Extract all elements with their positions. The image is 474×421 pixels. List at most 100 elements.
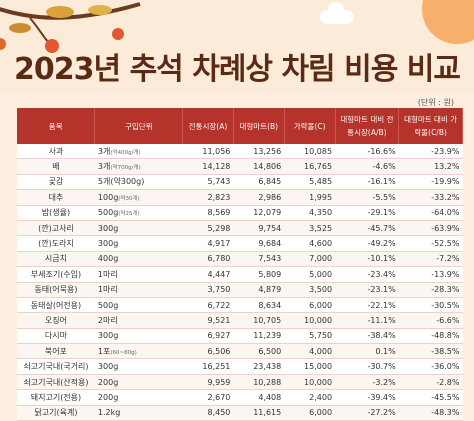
large-mart-price-cell: 10,288 — [233, 374, 285, 391]
c-vs-b-ratio-cell-text: -64.0% — [431, 208, 460, 218]
a-vs-b-ratio-cell-text: -39.4% — [367, 392, 396, 402]
item-cell-text: 동태(어묵용) — [34, 285, 78, 295]
garak-mall-price-cell: 4,600 — [284, 235, 336, 252]
garak-mall-price-cell-text: 4,350 — [309, 208, 333, 218]
item-cell: 대추 — [17, 189, 95, 206]
unit-cell: 3개(약700g/개) — [94, 158, 183, 175]
unit-note-text: (약400g/개) — [110, 149, 141, 156]
c-vs-b-ratio-cell-text: -48.3% — [431, 408, 460, 418]
item-cell: 사과 — [17, 144, 95, 160]
item-cell-text: 곶감 — [48, 177, 64, 187]
item-cell: 밤(생율) — [17, 205, 95, 221]
c-vs-b-ratio-cell: -63.9% — [398, 220, 463, 237]
table-row: 북어포 1포(60~80g) 6,506 6,500 4,000 0.1% -38.5% — [17, 343, 463, 360]
unit-cell-text: 300g — [97, 331, 119, 341]
item-cell-text: 대추 — [48, 192, 64, 202]
column-header: 대형마트(B) — [233, 108, 285, 144]
table-row: 돼지고기(전용) 200g 2,670 4,408 2,400 -39.4% -45.5% — [17, 389, 463, 406]
persimmon-branch-illustration — [0, 2, 141, 53]
item-cell-text: (깐)고사리 — [38, 223, 74, 233]
garak-mall-price-cell: 10,085 — [284, 144, 336, 160]
table-row: 동태(어묵용) 1마리 3,750 4,879 3,500 -23.1% -28.3% — [17, 282, 463, 298]
unit-cell: 1마리 — [94, 266, 183, 283]
c-vs-b-ratio-cell: -45.5% — [398, 389, 463, 406]
garak-mall-price-cell-text: 4,600 — [309, 239, 333, 249]
item-cell: 동태살(어전용) — [17, 297, 95, 314]
item-cell-text: 쇠고기국내(국거리) — [23, 362, 89, 372]
garak-mall-price-cell: 15,000 — [284, 358, 336, 375]
a-vs-b-ratio-cell: -22.1% — [335, 297, 399, 314]
large-mart-price-cell-text: 23,438 — [253, 362, 282, 372]
a-vs-b-ratio-cell-text: -49.2% — [367, 239, 396, 249]
c-vs-b-ratio-cell-text: -2.8% — [436, 377, 460, 387]
large-mart-price-cell: 9,754 — [233, 220, 285, 237]
traditional-market-price-cell: 6,927 — [182, 328, 234, 345]
item-cell: 다시마 — [17, 328, 95, 345]
traditional-market-price-cell-text: 5,298 — [207, 223, 231, 233]
garak-mall-price-cell-text: 10,000 — [304, 315, 333, 325]
garak-mall-price-cell-text: 3,500 — [309, 285, 333, 295]
traditional-market-price-cell-text: 6,780 — [207, 254, 231, 264]
unit-cell-text: 200g — [97, 377, 119, 387]
table-row: 시금치 400g 6,780 7,543 7,000 -10.1% -7.2% — [17, 251, 463, 268]
c-vs-b-ratio-cell-text: -33.2% — [431, 192, 460, 202]
large-mart-price-cell: 6,500 — [233, 343, 285, 360]
column-header: 구입단위 — [94, 108, 184, 144]
a-vs-b-ratio-cell: -4.6% — [335, 158, 399, 175]
unit-cell: 1.2kg — [94, 405, 183, 421]
a-vs-b-ratio-cell-text: -38.4% — [367, 331, 396, 341]
traditional-market-price-cell-text: 4,447 — [207, 269, 231, 279]
item-cell-text: 쇠고기국내(산적용) — [23, 377, 89, 387]
unit-cell-text: 3개 — [97, 146, 111, 156]
item-cell: 닭고기(육계) — [17, 405, 95, 421]
garak-mall-price-cell: 10,000 — [284, 374, 336, 391]
table-row: 곶감 5개(약300g) 5,743 6,845 5,485 -16.1% -19.9% — [17, 174, 463, 191]
unit-cell: 1포(60~80g) — [94, 343, 183, 360]
c-vs-b-ratio-cell: 13.2% — [398, 158, 463, 175]
a-vs-b-ratio-cell: -23.4% — [335, 266, 399, 283]
large-mart-price-cell-text: 5,809 — [258, 269, 282, 279]
a-vs-b-ratio-cell: -29.1% — [335, 205, 399, 221]
c-vs-b-ratio-cell: -19.9% — [398, 174, 463, 191]
item-cell-text: 밤(생율) — [41, 208, 71, 218]
c-vs-b-ratio-cell-text: -13.9% — [431, 269, 460, 279]
traditional-market-price-cell: 8,450 — [182, 405, 234, 421]
unit-cell: 3개(약400g/개) — [94, 144, 183, 160]
unit-cell: 100g(약30개) — [94, 189, 183, 206]
table-row: 닭고기(육계) 1.2kg 8,450 11,615 6,000 -27.2% -48.3% — [17, 405, 463, 421]
garak-mall-price-cell-text: 16,765 — [304, 162, 333, 172]
traditional-market-price-cell-text: 6,927 — [207, 331, 231, 341]
large-mart-price-cell: 13,256 — [233, 144, 285, 160]
unit-cell-text: 1마리 — [97, 269, 118, 279]
traditional-market-price-cell: 6,780 — [182, 251, 234, 268]
table-row: 다시마 300g 6,927 11,239 5,750 -38.4% -48.8% — [17, 328, 463, 345]
traditional-market-price-cell-text: 4,917 — [207, 239, 231, 249]
a-vs-b-ratio-cell: -49.2% — [335, 235, 399, 252]
garak-mall-price-cell: 6,000 — [284, 297, 336, 314]
a-vs-b-ratio-cell: -11.1% — [335, 312, 399, 329]
a-vs-b-ratio-cell-text: -29.1% — [367, 208, 396, 218]
traditional-market-price-cell: 4,447 — [182, 266, 234, 283]
a-vs-b-ratio-cell-text: -45.7% — [367, 223, 396, 233]
large-mart-price-cell: 9,684 — [233, 235, 285, 252]
large-mart-price-cell-text: 9,684 — [258, 239, 282, 249]
garak-mall-price-cell-text: 5,485 — [309, 177, 333, 187]
a-vs-b-ratio-cell-text: -16.6% — [367, 146, 396, 156]
item-cell: (깐)도라지 — [17, 235, 95, 252]
a-vs-b-ratio-cell: -27.2% — [335, 405, 399, 421]
a-vs-b-ratio-cell-text: -23.4% — [367, 269, 396, 279]
table-row: 배 3개(약700g/개) 14,128 14,806 16,765 -4.6% 13.2% — [17, 158, 463, 175]
garak-mall-price-cell-text: 3,525 — [309, 223, 333, 233]
item-cell-text: 오징어 — [44, 315, 67, 325]
a-vs-b-ratio-cell: -10.1% — [335, 251, 399, 268]
c-vs-b-ratio-cell-text: -48.8% — [431, 331, 460, 341]
large-mart-price-cell-text: 7,543 — [258, 254, 282, 264]
a-vs-b-ratio-cell: -16.6% — [335, 144, 399, 160]
traditional-market-price-cell: 9,521 — [182, 312, 234, 329]
item-cell-text: (깐)도라지 — [38, 239, 74, 249]
a-vs-b-ratio-cell: 0.1% — [335, 343, 399, 360]
large-mart-price-cell: 23,438 — [233, 358, 285, 375]
traditional-market-price-cell-text: 6,506 — [207, 346, 231, 356]
traditional-market-price-cell-text: 3,750 — [207, 285, 231, 295]
garak-mall-price-cell-text: 7,000 — [309, 254, 333, 264]
